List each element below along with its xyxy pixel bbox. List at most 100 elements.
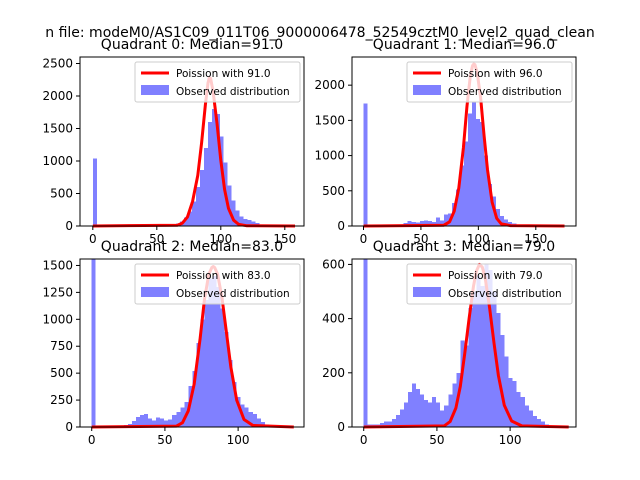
x-tick-label: 0 <box>360 433 368 447</box>
legend-fit-label: Poission with 96.0 <box>448 68 543 80</box>
legend-hist-swatch <box>413 287 441 297</box>
histogram-bar <box>428 402 433 427</box>
histogram-bar <box>488 183 493 226</box>
legend-box <box>406 263 573 305</box>
legend-box <box>406 61 573 103</box>
legend-hist-label: Observed distribution <box>176 86 290 98</box>
x-tick-label: 50 <box>429 433 444 447</box>
histogram-bar <box>472 291 477 427</box>
histogram-bar <box>472 102 477 226</box>
histogram-bar <box>484 264 489 427</box>
histogram-bar <box>200 319 205 427</box>
histogram-bar <box>164 420 169 427</box>
histogram-bar <box>156 417 161 427</box>
histogram-bar <box>180 407 185 427</box>
histogram-bar <box>251 221 256 226</box>
quadrant-0-axes-frame <box>79 56 305 227</box>
y-tick-label: 0 <box>337 420 345 434</box>
legend-hist-swatch <box>413 85 441 95</box>
histogram-bar <box>420 394 425 427</box>
histogram-bar <box>195 187 200 226</box>
histogram-bar <box>500 334 505 427</box>
histogram-bar <box>480 286 485 427</box>
histogram-bar <box>236 396 241 427</box>
histogram-bar <box>419 221 424 226</box>
histogram-bar <box>204 299 209 427</box>
histogram-bar <box>435 217 440 226</box>
histogram-bar <box>227 185 232 226</box>
histogram-bar <box>524 405 529 427</box>
histogram-bar <box>363 103 368 226</box>
histogram-bar <box>192 371 197 427</box>
histogram-bar <box>212 276 217 427</box>
histogram-bar <box>172 415 177 427</box>
y-tick-label: 200 <box>322 366 345 380</box>
histogram-bar <box>235 210 240 226</box>
histogram-bar <box>416 389 421 427</box>
histogram-bar <box>176 411 181 427</box>
histogram-bar <box>480 121 485 226</box>
histogram-bar <box>184 217 189 226</box>
quadrant-1-title: Quadrant 1: Median=96.0 <box>373 37 555 53</box>
histogram-bar <box>504 356 509 427</box>
legend-hist-label: Observed distribution <box>448 86 562 98</box>
quadrant-0-panel: Quadrant 0: Median=91.00 50 100 15005001000… <box>42 37 305 246</box>
histogram-bar <box>247 220 252 226</box>
histogram-bar <box>452 383 457 427</box>
histogram-bar <box>216 287 221 427</box>
figure-suptitle: n file: modeM0/AS1C09_011T06_9000006478_… <box>45 25 594 41</box>
histogram-bar <box>423 220 428 226</box>
histogram-bar <box>484 155 489 226</box>
y-tick-label: 500 <box>322 184 345 198</box>
histogram-bar <box>252 414 257 427</box>
x-tick-label: 100 <box>227 433 250 447</box>
histogram-bar <box>496 209 501 226</box>
histogram-bar <box>387 421 392 427</box>
histogram-bar <box>488 269 493 427</box>
quadrant-3-panel: Quadrant 3: Median=79.0 0 50 100 0 200 400 600 P… <box>322 239 577 447</box>
histogram-bar <box>140 415 145 427</box>
histogram-bar <box>215 114 220 226</box>
legend-hist-swatch <box>141 287 169 297</box>
y-tick-label: 1500 <box>314 113 345 127</box>
histogram-bar <box>460 340 465 427</box>
histogram-bar <box>243 218 248 226</box>
histogram-bar <box>520 397 525 427</box>
histogram-bar <box>220 308 225 427</box>
y-tick-label: 400 <box>322 312 345 326</box>
histogram-bar <box>532 416 537 427</box>
x-tick-label: 100 <box>499 433 522 447</box>
y-tick-label: 1250 <box>42 285 73 299</box>
y-tick-label: 1500 <box>42 122 73 136</box>
y-tick-label: 600 <box>322 257 345 271</box>
histogram-bar <box>144 414 149 427</box>
histogram-bar <box>536 418 541 427</box>
histogram-bar <box>239 216 244 226</box>
histogram-bar <box>492 291 497 427</box>
quadrant-2-title: Quadrant 2: Median=83.0 <box>101 239 283 255</box>
histogram-bar <box>91 259 96 427</box>
histogram-bar <box>424 399 429 427</box>
legend-hist-swatch <box>141 85 169 95</box>
y-tick-label: 2000 <box>42 89 73 103</box>
histogram-bar <box>459 165 464 226</box>
x-tick-label: 50 <box>149 232 164 246</box>
legend-hist-label: Observed distribution <box>448 288 562 300</box>
y-tick-label: 0 <box>337 219 345 233</box>
histogram-bar <box>432 397 437 427</box>
histogram-bar <box>427 221 432 226</box>
histogram-bar <box>208 278 213 427</box>
y-tick-label: 250 <box>50 393 73 407</box>
quadrant-1-legend: Poission with 96.0 Observed distribution <box>406 61 573 103</box>
quadrant-0-legend: Poission with 91.0 Observed distribution <box>134 61 301 103</box>
histogram-bar <box>192 201 196 226</box>
histogram-bar <box>383 421 388 427</box>
histogram-bar <box>188 211 192 226</box>
histogram-bar <box>131 421 136 427</box>
histogram-bar <box>391 418 396 427</box>
y-tick-label: 750 <box>50 339 73 353</box>
quadrant-3-axes-frame <box>351 258 577 428</box>
quadrant-2-panel: Quadrant 2: Median=83.00 50 10002505007501… <box>42 239 305 447</box>
legend-hist-label: Observed distribution <box>176 288 290 300</box>
